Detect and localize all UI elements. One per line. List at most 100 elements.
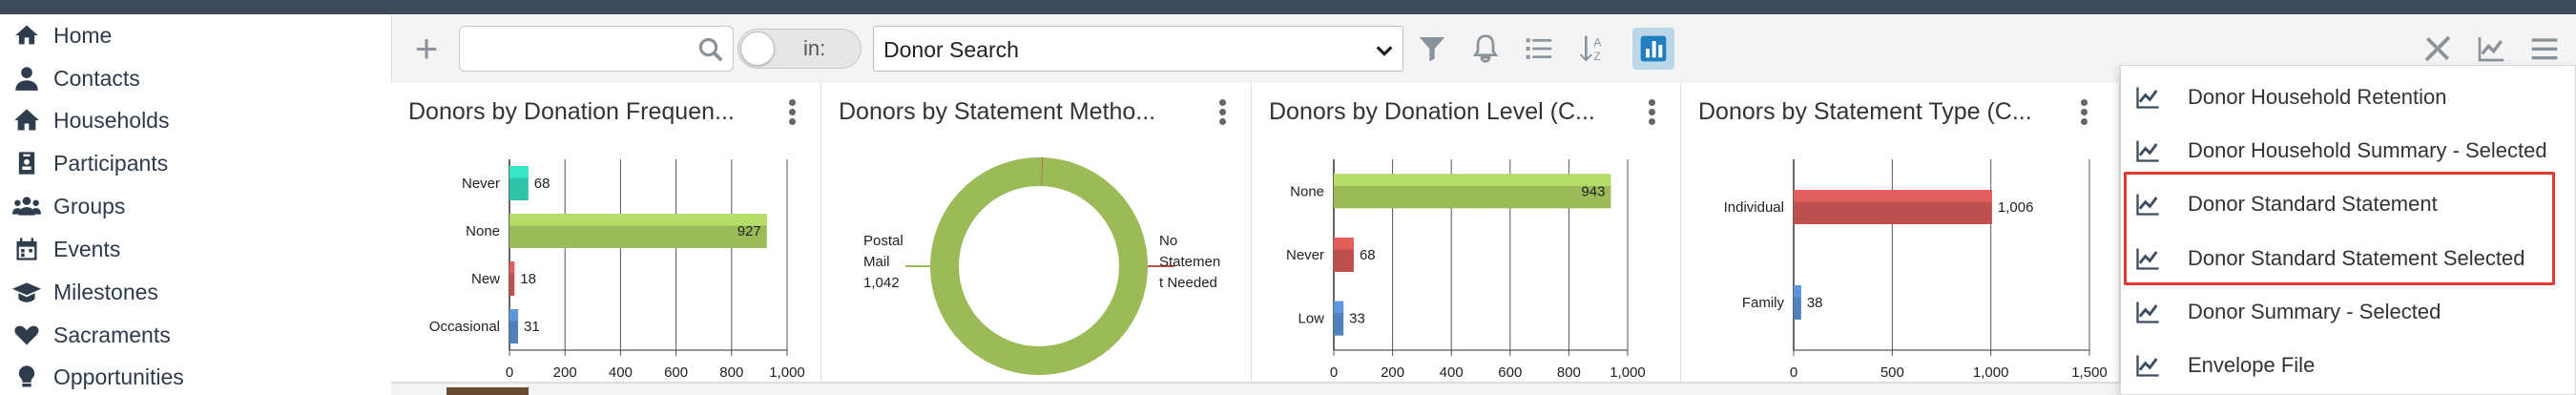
sidebar-item-events[interactable]: Events [10,230,120,268]
x-tick-label: 0 [506,364,513,381]
chart: 0 200 400 600 800 1,000 None 943 Never 68 Low 33 [1286,159,1646,381]
sidebar-item-contacts[interactable]: Contacts [10,59,140,97]
menu-item-label: Donor Household Summary - Selected [2188,138,2547,162]
sidebar-item-participants[interactable]: Participants [10,144,168,182]
sidebar-item-milestones[interactable]: Milestones [10,273,158,311]
menu-item-donor-household-summary-selected[interactable]: Donor Household Summary - Selected [2121,124,2576,177]
reports-button[interactable] [2470,28,2512,70]
x-tick-label: 1,000 [769,364,805,381]
toggle-knob [740,31,775,66]
chart-view-button[interactable] [1632,28,1674,70]
filter-icon [1419,37,1445,62]
panel-options-button[interactable] [2072,96,2095,131]
search-field[interactable] [459,26,734,72]
x-tick-label: 1,500 [2071,364,2108,381]
graduation-cap-icon [10,277,44,307]
slice-label: Mail [863,254,890,270]
y-tick-label: Never [462,176,500,192]
bar-highlight [1794,285,1801,298]
search-icon[interactable] [696,35,725,64]
y-tick-label: Individual [1724,199,1784,216]
menu-item-label: Donor Standard Statement [2188,192,2438,216]
y-tick-label: None [1290,183,1324,199]
y-tick-label: None [466,223,500,239]
menu-item-donor-household-retention[interactable]: Donor Household Retention [2121,71,2576,124]
svg-text:A: A [1593,35,1601,49]
chart-panel-statement-type: Donors by Statement Type (C... 0 500 1,000… [1681,83,2120,383]
sidebar-item-opportunities[interactable]: Opportunities [10,358,184,395]
view-select[interactable]: Donor Search [873,26,1403,72]
panel-options-button[interactable] [780,96,803,131]
trend-chart-icon [2132,352,2167,379]
panel-title: Donors by Donation Level (C... [1269,98,1595,125]
menu-item-donor-standard-statement[interactable]: Donor Standard Statement [2121,177,2576,231]
y-tick-label: Low [1298,311,1324,327]
pie-slice [1041,157,1043,187]
trend-chart-icon [2132,299,2167,325]
filter-button[interactable] [1411,28,1453,70]
sidebar-item-label: Sacraments [53,322,171,347]
sidebar-item-label: Households [53,107,170,133]
trend-chart-icon [2132,84,2167,111]
y-tick-label: Family [1742,295,1785,311]
sidebar-item-label: Opportunities [53,364,184,389]
panel-options-button[interactable] [1211,96,1234,131]
tools-icon [2424,35,2451,62]
sidebar-item-label: Milestones [53,279,158,304]
sidebar-item-label: Participants [53,150,169,176]
tools-button[interactable] [2417,28,2459,70]
panel-title: Donors by Donation Frequen... [408,98,735,125]
panel-options-button[interactable] [1640,96,1663,131]
menu-item-label: Envelope File [2188,353,2316,377]
x-tick-label: 1,000 [1610,364,1646,381]
x-tick-label: 600 [1498,364,1522,381]
bar-highlight [509,309,519,322]
menu-item-label: Donor Standard Statement Selected [2188,246,2525,270]
data-label: 943 [1581,183,1605,199]
sidebar-item-label: Events [53,236,121,261]
y-tick-label: Never [1286,247,1324,263]
bar-highlight [509,214,767,226]
data-label: 927 [737,223,761,239]
in-scope-toggle[interactable]: in: [737,29,862,69]
trend-chart-icon [2132,245,2167,272]
x-tick-label: 800 [719,364,743,381]
x-tick-label: 500 [1880,364,1904,381]
slice-label: Postal [863,233,904,249]
sidebar-item-sacraments[interactable]: Sacraments [10,316,171,354]
data-label: 31 [524,319,540,335]
add-button[interactable]: + [405,28,447,70]
trend-chart-icon [2478,37,2504,62]
list-icon [1526,38,1552,59]
household-icon [10,105,44,135]
slice-label: No [1159,233,1177,249]
bar-chart-icon [1640,35,1667,62]
sidebar-item-label: Home [53,22,113,48]
list-view-button[interactable] [1518,28,1560,70]
view-select-value: Donor Search [883,37,1019,62]
x-tick-label: 400 [1440,364,1464,381]
menu-item-donor-standard-statement-selected[interactable]: Donor Standard Statement Selected [2121,232,2576,285]
sidebar-item-home[interactable]: Home [10,16,112,54]
pie-slice [930,157,1148,375]
sidebar-item-households[interactable]: Households [10,101,169,139]
bar [1794,285,1801,320]
bar-highlight [1794,190,1992,202]
menu-item-envelope-file[interactable]: Envelope File [2121,339,2576,392]
x-tick-label: 0 [1330,364,1338,381]
id-badge-icon [10,148,44,178]
notifications-button[interactable] [1465,28,1506,70]
menu-button[interactable] [2524,28,2566,70]
x-tick-label: 0 [1790,364,1797,381]
trend-chart-icon [2132,191,2167,218]
chart: 0 500 1,000 1,500 Individual 1,006 Family 38 [1724,159,2108,381]
data-label: 33 [1349,311,1365,327]
data-label: 1,006 [1998,199,2034,216]
sidebar-item-groups[interactable]: Groups [10,187,125,225]
chart-panel-donation-level: Donors by Donation Level (C... 0 200 400 60… [1252,83,1681,383]
search-input[interactable] [467,34,687,63]
menu-item-donor-summary-selected[interactable]: Donor Summary - Selected [2121,285,2576,339]
slice-label: 1,042 [863,275,900,291]
